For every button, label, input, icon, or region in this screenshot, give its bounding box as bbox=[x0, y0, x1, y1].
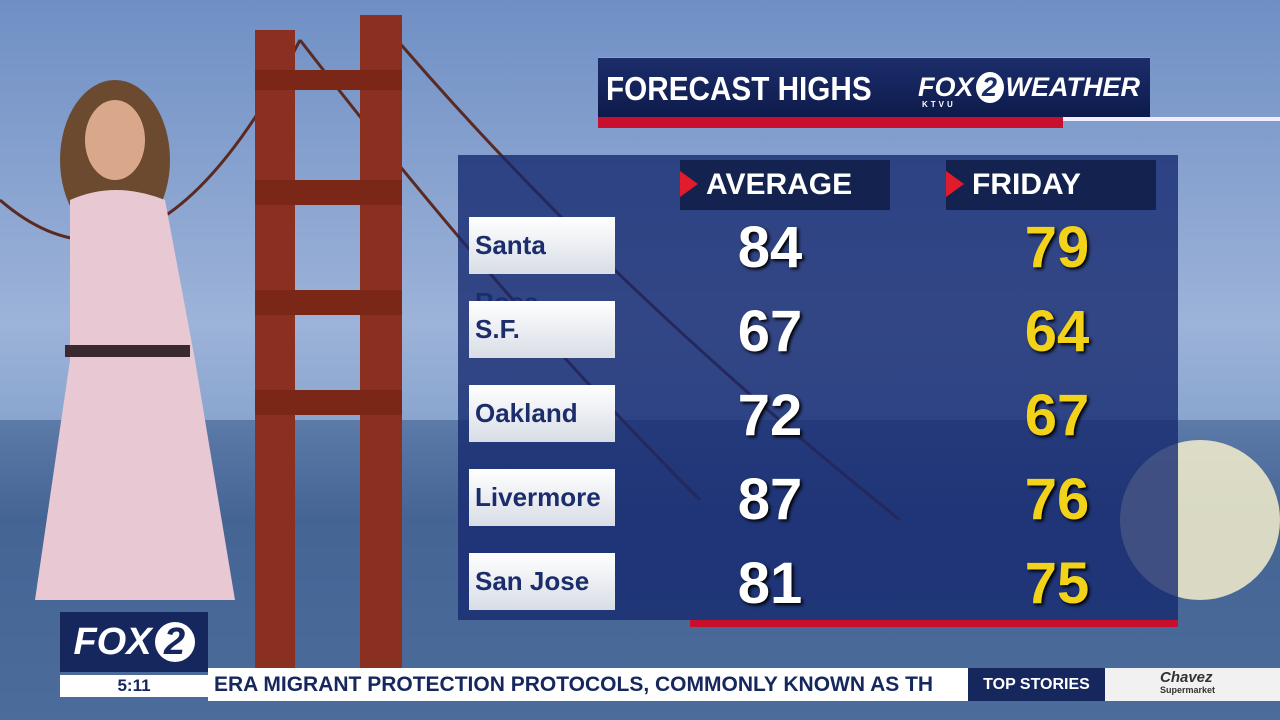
city-label: Oakland bbox=[469, 385, 615, 442]
news-ticker: ERA MIGRANT PROTECTION PROTOCOLS, COMMON… bbox=[208, 668, 968, 701]
temperature: 84 bbox=[737, 215, 803, 280]
accent-bar bbox=[598, 117, 1063, 128]
temperature: 64 bbox=[1024, 299, 1090, 364]
temperature: 67 bbox=[1024, 383, 1090, 448]
city-label: S.F. bbox=[469, 301, 615, 358]
logo-number: 2 bbox=[154, 622, 195, 662]
sponsor-sub: Supermarket bbox=[1160, 685, 1216, 695]
title: FORECAST HIGHS bbox=[606, 70, 872, 107]
temperature: 81 bbox=[737, 551, 803, 616]
title-panel: FORECAST HIGHS FOX 2 WEATHER KTVU bbox=[598, 57, 1150, 118]
sponsor-name: Chavez bbox=[1160, 669, 1213, 686]
temperature: 79 bbox=[1024, 215, 1090, 280]
brand: FOX bbox=[917, 72, 974, 102]
clock: 5:11 bbox=[60, 675, 208, 697]
station: KTVU bbox=[921, 100, 956, 109]
sponsor: Chavez Supermarket bbox=[1105, 668, 1280, 701]
temperature: 76 bbox=[1024, 467, 1090, 532]
column-header: FRIDAY bbox=[946, 160, 1156, 210]
section: WEATHER bbox=[1005, 72, 1141, 102]
logo: FOX bbox=[73, 621, 152, 663]
brand-number: 2 bbox=[975, 72, 1004, 103]
city-label: San Jose bbox=[469, 553, 615, 610]
accent-bar bbox=[690, 620, 1178, 627]
temperature: 75 bbox=[1024, 551, 1090, 616]
temperature: 72 bbox=[737, 383, 803, 448]
city-label: Santa Rosa bbox=[469, 217, 615, 317]
ticker-label: TOP STORIES bbox=[968, 668, 1105, 701]
temperature: 67 bbox=[737, 299, 803, 364]
weather-logo: FOX 2 WEATHER KTVU bbox=[917, 72, 1141, 109]
accent-line bbox=[1063, 117, 1280, 121]
column-header: AVERAGE bbox=[680, 160, 890, 210]
city-label: Livermore bbox=[469, 469, 615, 526]
table-panel: AVERAGE FRIDAY Santa Rosa 84 79 S.F. 67 64 Oakla… bbox=[458, 155, 1178, 620]
station-logo: FOX 2 bbox=[60, 612, 208, 672]
temperature: 87 bbox=[737, 467, 803, 532]
